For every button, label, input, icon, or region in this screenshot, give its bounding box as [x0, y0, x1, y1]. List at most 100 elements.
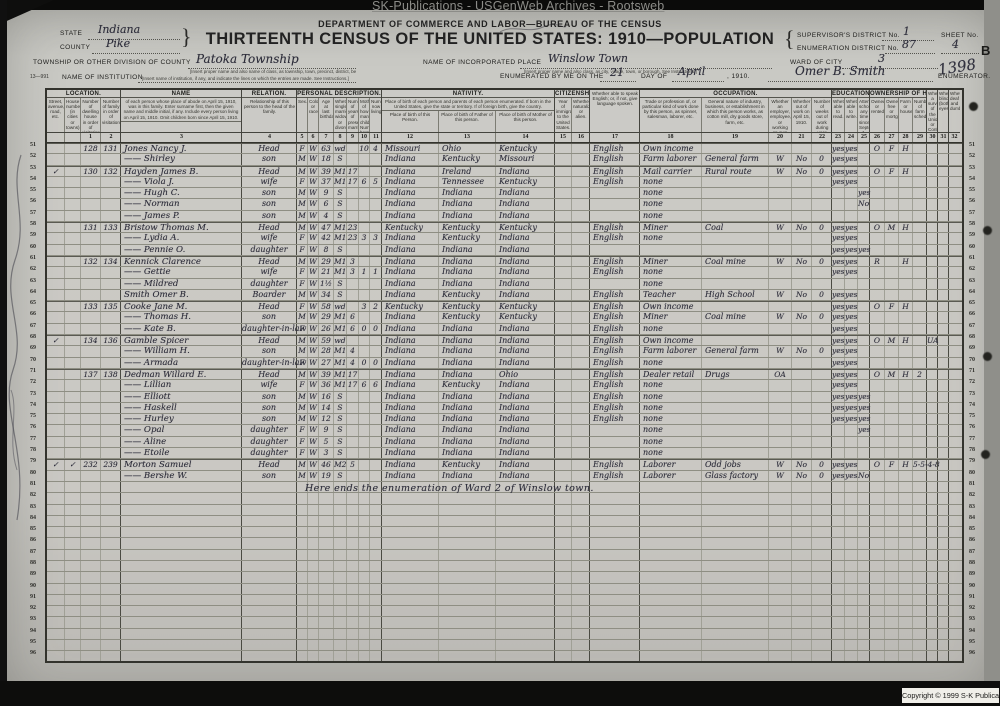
cell-age [319, 481, 334, 493]
cell-bp: Indiana [382, 256, 439, 267]
sheet-label: SHEET No. [941, 32, 979, 39]
cell-st [47, 289, 65, 301]
cell-rd: yes [832, 223, 845, 233]
cell-vet [927, 448, 938, 459]
cell-rel: son [242, 210, 297, 222]
cell-st [47, 244, 65, 255]
cell-en: English [590, 289, 640, 301]
cell-fs [913, 560, 927, 572]
cell-wr [845, 628, 858, 640]
line-number: 58 [30, 221, 36, 228]
cell-en: English [590, 470, 640, 481]
cell-bl [938, 538, 949, 549]
cell-fh [899, 323, 913, 335]
cell-fr [885, 606, 899, 617]
cell-ind: Odd jobs [702, 460, 769, 470]
cell-en [590, 572, 640, 583]
cell-sch: No [858, 199, 870, 210]
cell-cr: W [308, 336, 319, 346]
cell-dw [81, 640, 101, 651]
cell-cl [370, 210, 382, 222]
cell-st: ✓ [47, 336, 65, 346]
cell-or [870, 278, 885, 289]
column-number: 13 [439, 133, 496, 142]
cell-ind [702, 391, 769, 402]
cell-ow [792, 210, 812, 222]
cell-fh: H [899, 460, 913, 470]
cell-wk [812, 583, 832, 594]
cell-bf [439, 640, 496, 651]
cell-cb [359, 312, 370, 323]
cell-emp [769, 617, 792, 628]
cell-name [121, 527, 242, 538]
line-number: 63 [30, 277, 36, 284]
left-scan-edge [0, 0, 7, 706]
cell-name: —— Armada [121, 357, 242, 368]
cell-bm [496, 606, 555, 617]
cell-na [572, 549, 590, 560]
cell-ind [702, 628, 769, 640]
township-value: Patoka Township [196, 52, 299, 66]
cell-rel [242, 549, 297, 560]
column-group: NATIVITY. Place of birth of each person a… [382, 90, 555, 142]
cell-fm [101, 448, 121, 459]
cell-rel: daughter [242, 448, 297, 459]
cell-hn [65, 651, 81, 661]
cell-name [121, 617, 242, 628]
cell-na [572, 312, 590, 323]
line-number: 94 [969, 627, 975, 634]
cell-ind [702, 481, 769, 493]
cell-yi [555, 176, 572, 188]
cell-cb [359, 402, 370, 414]
cell-vet [927, 504, 938, 515]
cell-bf: Indiana [439, 391, 496, 402]
line-number: 67 [30, 322, 36, 329]
line-number: 88 [969, 559, 975, 566]
cell-tr: Farm laborer [640, 154, 702, 165]
cell-rel: wife [242, 176, 297, 188]
cell-cl [370, 188, 382, 199]
cell-name [121, 515, 242, 527]
cell-wk [812, 560, 832, 572]
cell-rel: daughter [242, 436, 297, 448]
cell-tr: none [640, 425, 702, 436]
cell-rel [242, 560, 297, 572]
cell-vet [927, 188, 938, 199]
cell-sch [858, 640, 870, 651]
cell-tr: Own income [640, 302, 702, 312]
cell-na [572, 176, 590, 188]
cell-or [870, 481, 885, 493]
cell-rel: daughter [242, 425, 297, 436]
cell-rd [832, 210, 845, 222]
cell-ms: S [334, 278, 347, 289]
cell-ms [334, 628, 347, 640]
column-header: Place of birth of Father of this person. [439, 111, 496, 132]
table-row [47, 572, 962, 584]
cell-en [590, 594, 640, 606]
cell-bl [938, 402, 949, 414]
cell-cr: W [308, 278, 319, 289]
cell-emp: W [769, 289, 792, 301]
cell-name: —— Etoile [121, 448, 242, 459]
cell-or [870, 527, 885, 538]
cell-rel [242, 572, 297, 583]
cell-emp [769, 583, 792, 594]
cell-yi [555, 346, 572, 357]
cell-bp: Indiana [382, 289, 439, 301]
cell-cl: 5 [370, 176, 382, 188]
cell-bl [938, 572, 949, 583]
cell-en [590, 493, 640, 504]
cell-fh [899, 402, 913, 414]
cell-en [590, 425, 640, 436]
cell-fr [885, 402, 899, 414]
cell-bm: Indiana [496, 166, 555, 176]
cell-bf: Indiana [439, 244, 496, 255]
cell-bl [938, 336, 949, 346]
line-number: 52 [30, 153, 36, 160]
cell-cb [359, 391, 370, 402]
cell-ind [702, 244, 769, 255]
cell-bm: Kentucky [496, 312, 555, 323]
cell-cr: W [308, 176, 319, 188]
cell-ym [347, 278, 359, 289]
cell-cb [359, 188, 370, 199]
